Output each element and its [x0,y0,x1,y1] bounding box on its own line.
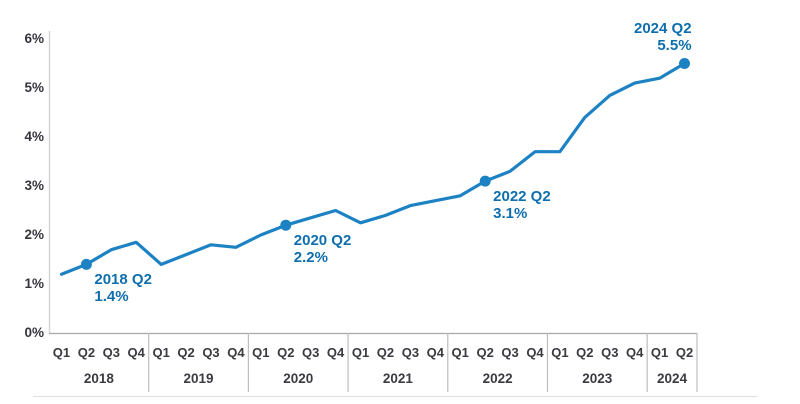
x-axis-quarter-label: Q1 [451,345,469,360]
rate-line-series [59,61,687,276]
data-point-marker [479,175,491,187]
x-axis-quarter-label: Q4 [227,345,245,360]
x-axis-quarter-label: Q3 [401,345,420,360]
data-point-annotation: 2024 Q2 5.5% [634,20,692,54]
x-axis-quarter-label: Q3 [202,345,220,360]
x-axis-quarter-label: Q4 [526,345,544,360]
annotation-quarter-text: 2022 Q2 [493,188,551,206]
x-axis-quarter-label: Q2 [277,345,295,360]
x-axis-year-label: 2018 [83,371,114,386]
x-axis-quarter-label: Q2 [476,345,494,360]
y-axis-tick-label: 2% [24,227,44,242]
x-axis-year-label: 2019 [183,371,214,386]
x-axis-quarter-label: Q1 [52,345,71,360]
x-axis-year-label: 2024 [657,371,688,386]
data-point-marker [679,58,690,69]
x-axis-year-label: 2022 [482,371,513,386]
x-axis-quarter-label: Q1 [650,345,669,360]
x-axis-quarter-label: Q1 [351,345,370,360]
y-axis-tick-label: 0% [24,325,44,340]
x-axis-quarter-label: Q1 [551,345,569,360]
x-axis-quarter-label: Q4 [127,345,145,360]
data-point-annotation: 2018 Q2 1.4% [94,271,152,305]
x-axis-quarter-label: Q4 [626,345,644,360]
x-axis-year-label: 2023 [582,371,613,386]
data-point-annotation: 2020 Q2 2.2% [294,232,352,266]
x-axis-quarter-label: Q2 [675,345,694,360]
x-axis-quarter-label: Q3 [302,345,320,360]
annotation-quarter-text: 2020 Q2 [293,232,352,250]
annotation-value-text: 1.4% [94,288,129,306]
x-axis-quarter-label: Q1 [152,345,170,360]
x-axis-quarter-label: Q4 [326,345,345,360]
x-axis-quarter-label: Q3 [102,345,120,360]
x-axis-quarter-label: Q3 [601,345,619,360]
x-axis-quarter-label: Q2 [376,345,395,360]
x-axis-quarter-label: Q4 [426,345,444,360]
y-axis-tick-label: 4% [24,129,44,144]
y-axis-tick-label: 6% [24,31,44,46]
annotation-value-text: 5.5% [657,36,692,54]
annotation-quarter-text: 2018 Q2 [94,271,152,289]
x-axis-year-label: 2021 [382,371,413,386]
y-axis-tick-label: 5% [24,80,44,95]
annotation-value-text: 3.1% [493,205,528,223]
data-point-annotation: 2022 Q2 3.1% [493,188,551,222]
data-point-marker [280,219,292,231]
x-axis-quarter-label: Q1 [252,345,270,360]
x-axis-quarter-label: Q2 [77,345,96,360]
x-axis-quarter-label: Q3 [501,345,519,360]
annotation-value-text: 2.2% [293,249,328,267]
x-axis-year-label: 2020 [283,371,314,386]
annotation-quarter-text: 2024 Q2 [634,19,692,37]
data-point-marker [80,258,92,270]
y-axis-tick-label: 1% [24,276,44,291]
x-axis-quarter-label: Q2 [576,345,594,360]
x-axis-quarter-label: Q2 [177,345,195,360]
y-axis-tick-label: 3% [24,178,44,193]
